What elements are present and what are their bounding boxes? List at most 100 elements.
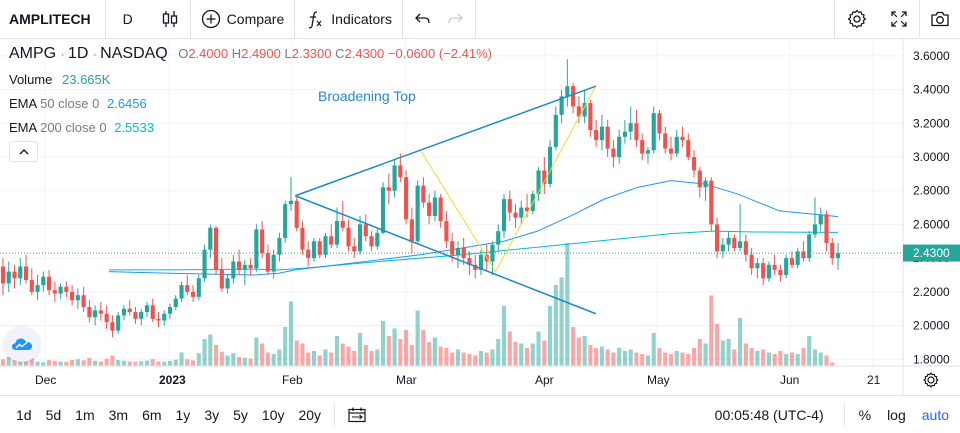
candle-body [81, 295, 86, 308]
candle-body [41, 276, 46, 286]
time-label-21: 21 [867, 373, 881, 387]
volume-bar [254, 337, 259, 366]
volume-bar [363, 345, 368, 366]
candle-body [116, 315, 121, 331]
ema50-legend[interactable]: EMA 50 close 0 2.6456 [9, 96, 147, 111]
pattern-upper-line[interactable] [294, 85, 597, 197]
go-to-date-button[interactable] [341, 396, 373, 433]
open-key: O [178, 46, 189, 61]
time-axis[interactable]: Dec 2023 Feb Mar Apr May Jun 21 [35, 373, 881, 387]
volume-bar [12, 360, 17, 366]
volume-bar [237, 357, 242, 366]
volume-bar [265, 352, 270, 366]
range-20y[interactable]: 20y [298, 406, 322, 423]
candle-body [18, 266, 23, 279]
volume-bar [588, 345, 593, 366]
price-axis[interactable]: 3.60003.40003.20003.00002.80002.60002.40… [913, 49, 950, 366]
toolbar-divider [474, 0, 476, 39]
price-chart[interactable]: Broadening Top 3.6000 3.4000 3.2000 3.0000 2… [0, 39, 960, 395]
candle-body [64, 286, 69, 292]
range-6m[interactable]: 6m [142, 406, 162, 423]
volume-legend[interactable]: Volume 23.665K [9, 72, 110, 87]
volume-bar [703, 343, 708, 366]
candle-body [380, 187, 386, 233]
compare-button[interactable]: Compare [191, 0, 295, 39]
volume-bar [208, 334, 213, 366]
volume-bar [173, 359, 178, 366]
candle-body [611, 148, 616, 157]
range-5y[interactable]: 5y [233, 406, 248, 423]
volume-bar [317, 355, 322, 366]
collapse-legend-button[interactable] [9, 141, 38, 162]
candle-body [409, 219, 414, 242]
volume-bar [340, 343, 345, 366]
volume-bar [720, 340, 725, 366]
volume-label: Volume [9, 72, 53, 87]
ema50-line [109, 180, 839, 276]
axis-settings-button[interactable] [923, 372, 939, 388]
candle-body [162, 313, 167, 321]
range-3y[interactable]: 3y [204, 406, 220, 423]
volume-bar [58, 361, 63, 366]
volume-bar [743, 343, 748, 366]
candle-body [438, 197, 443, 222]
auto-scale-toggle[interactable]: auto [921, 406, 949, 423]
tradingview-logo-button[interactable] [4, 326, 40, 362]
volume-bar [64, 361, 69, 366]
range-3m[interactable]: 3m [108, 406, 129, 423]
candle-body [680, 136, 685, 141]
candle-body [277, 237, 282, 255]
time-label-jun: Jun [780, 373, 799, 387]
volume-bar [755, 351, 760, 366]
candle-body [0, 266, 6, 284]
range-10y[interactable]: 10y [261, 406, 285, 423]
toolbar-divider [104, 0, 106, 39]
function-icon [308, 11, 322, 29]
symbol-legend[interactable]: AMPG · 1D · NASDAQ O2.4000 H2.4900 L2.33… [9, 45, 492, 62]
candle-body [213, 227, 219, 270]
toolbar-divider [189, 0, 191, 39]
percent-scale-toggle[interactable]: % [858, 406, 872, 423]
volume-bar [686, 354, 691, 366]
candle-body [127, 308, 132, 313]
range-1m[interactable]: 1m [75, 406, 95, 423]
log-scale-toggle[interactable]: log [887, 406, 906, 423]
volume-bar [657, 348, 662, 366]
candle-body [375, 232, 380, 247]
fullscreen-button[interactable] [879, 0, 919, 39]
volume-bar [484, 352, 489, 366]
candle-body [386, 187, 391, 191]
volume-bar [386, 336, 391, 366]
range-1y[interactable]: 1y [175, 406, 191, 423]
chart-type-button[interactable] [150, 0, 190, 39]
small-gear-icon [927, 376, 935, 384]
ema50-label: EMA [9, 96, 37, 111]
volume-bar [248, 358, 253, 366]
fullscreen-icon [891, 11, 907, 27]
range-1d[interactable]: 1d [16, 406, 32, 423]
candle-body [576, 106, 581, 117]
volume-bar [455, 349, 461, 366]
undo-button[interactable] [403, 0, 439, 39]
ema200-legend[interactable]: EMA 200 close 0 2.5533 [9, 120, 154, 135]
screenshot-button[interactable] [920, 0, 960, 39]
interval-button[interactable]: D [122, 11, 133, 27]
volume-bar [0, 359, 6, 366]
candle-body [432, 197, 437, 216]
timezone-clock[interactable]: 00:05:48 (UTC-4) [714, 406, 824, 423]
indicators-button[interactable]: Indicators [295, 0, 402, 39]
redo-button[interactable] [439, 0, 475, 39]
candle-body [300, 227, 305, 250]
candle-body [830, 242, 835, 259]
broadening-top-pattern[interactable]: Broadening Top [294, 85, 597, 315]
settings-button[interactable] [835, 0, 879, 39]
volume-bar [513, 342, 518, 366]
candle-body [628, 123, 633, 132]
volume-bar [812, 349, 818, 366]
candle-body [818, 214, 823, 225]
candle-body [709, 180, 714, 225]
pattern-lower-line[interactable] [294, 195, 597, 315]
candle-body [703, 180, 708, 188]
volume-bar [691, 348, 697, 366]
range-5d[interactable]: 5d [45, 406, 62, 423]
